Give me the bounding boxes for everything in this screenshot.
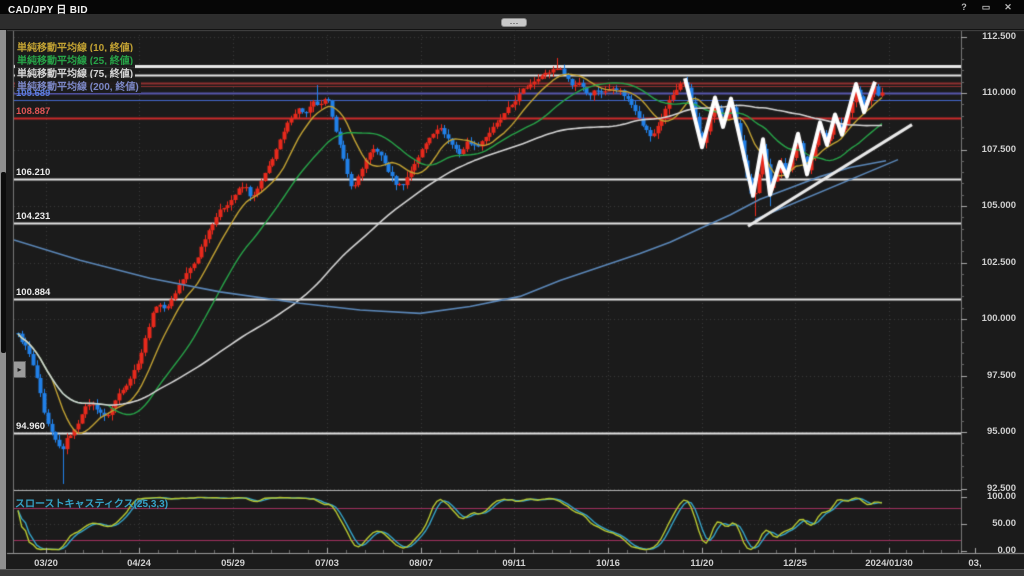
- close-icon[interactable]: ✕: [1004, 2, 1012, 12]
- title-bar: CAD/JPY 日 BID ? ▭ ✕: [0, 0, 1024, 16]
- scrollbar-thumb[interactable]: [1, 172, 6, 353]
- maximize-icon[interactable]: ▭: [981, 2, 991, 12]
- help-icon[interactable]: ?: [961, 2, 967, 12]
- left-scrollbar: [0, 14, 6, 576]
- bottom-window-edge: [0, 569, 1024, 576]
- chevron-right-icon: ▸: [17, 365, 22, 374]
- window-title: CAD/JPY 日 BID: [8, 5, 88, 16]
- side-panel-expand-button[interactable]: ▸: [13, 361, 26, 378]
- panel-collapse-handle[interactable]: ⋯: [501, 18, 527, 27]
- toolbar-strip: ⋯: [0, 15, 1024, 30]
